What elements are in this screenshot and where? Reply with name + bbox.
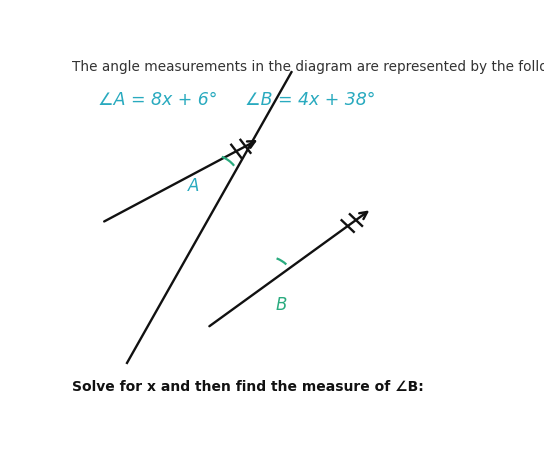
- Text: The angle measurements in the diagram are represented by the following expressio: The angle measurements in the diagram ar…: [72, 60, 544, 74]
- Text: A: A: [188, 177, 200, 196]
- Text: ∠B = 4x + 38°: ∠B = 4x + 38°: [245, 91, 375, 109]
- Text: ∠A = 8x + 6°: ∠A = 8x + 6°: [97, 91, 217, 109]
- Text: Solve for x and then find the measure of ∠B:: Solve for x and then find the measure of…: [72, 380, 424, 394]
- Text: B: B: [275, 296, 287, 314]
